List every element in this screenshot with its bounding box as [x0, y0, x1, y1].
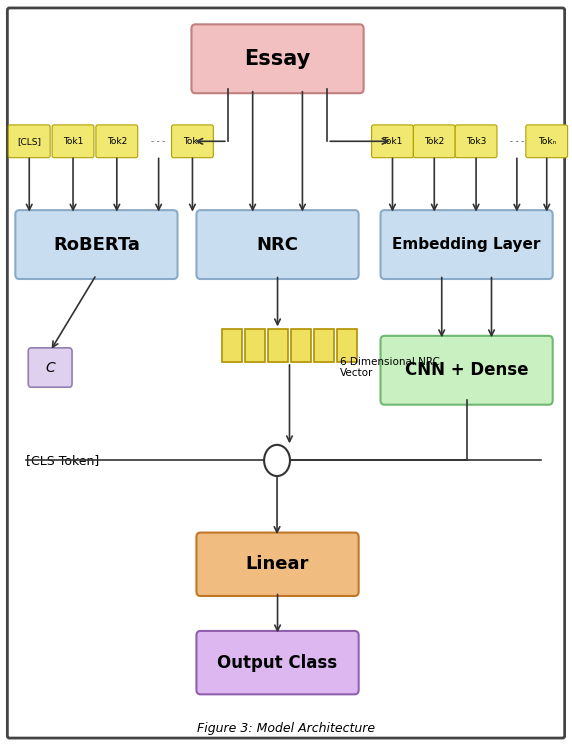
Text: 6 Dimensional NRC
Vector: 6 Dimensional NRC Vector: [340, 357, 440, 378]
Text: Tok1: Tok1: [63, 137, 84, 145]
Bar: [291, 329, 311, 362]
FancyBboxPatch shape: [7, 8, 565, 738]
Bar: [245, 329, 265, 362]
Text: Output Class: Output Class: [217, 653, 337, 671]
Bar: [314, 329, 334, 362]
FancyBboxPatch shape: [380, 336, 553, 404]
Text: Tok1: Tok1: [382, 137, 403, 145]
Text: Tok2: Tok2: [424, 137, 444, 145]
Text: Tokₙ: Tokₙ: [538, 137, 556, 145]
FancyBboxPatch shape: [9, 125, 50, 157]
Text: [CLS]: [CLS]: [17, 137, 41, 145]
FancyBboxPatch shape: [192, 25, 364, 93]
FancyBboxPatch shape: [196, 533, 359, 596]
Text: Tokₙ: Tokₙ: [184, 137, 201, 145]
FancyBboxPatch shape: [15, 210, 177, 279]
Text: Embedding Layer: Embedding Layer: [392, 237, 541, 252]
FancyBboxPatch shape: [196, 631, 359, 695]
Ellipse shape: [264, 445, 290, 476]
Text: RoBERTa: RoBERTa: [53, 236, 140, 254]
FancyBboxPatch shape: [28, 348, 72, 387]
FancyBboxPatch shape: [526, 125, 567, 157]
Text: C: C: [45, 360, 55, 374]
FancyBboxPatch shape: [380, 210, 553, 279]
Text: - - -: - - -: [152, 137, 166, 145]
Text: Essay: Essay: [244, 48, 311, 69]
Text: Tok2: Tok2: [107, 137, 127, 145]
Bar: [223, 329, 242, 362]
Text: Figure 3: Model Architecture: Figure 3: Model Architecture: [197, 722, 375, 735]
Text: Linear: Linear: [246, 555, 309, 573]
Text: [CLS Token]: [CLS Token]: [26, 454, 100, 467]
Text: Tok3: Tok3: [466, 137, 486, 145]
Bar: [337, 329, 357, 362]
Bar: [268, 329, 288, 362]
FancyBboxPatch shape: [414, 125, 455, 157]
FancyBboxPatch shape: [196, 210, 359, 279]
Text: - - -: - - -: [510, 137, 524, 145]
FancyBboxPatch shape: [52, 125, 94, 157]
Text: NRC: NRC: [256, 236, 299, 254]
Text: CNN + Dense: CNN + Dense: [405, 361, 529, 379]
FancyBboxPatch shape: [172, 125, 213, 157]
FancyBboxPatch shape: [96, 125, 138, 157]
FancyBboxPatch shape: [372, 125, 414, 157]
FancyBboxPatch shape: [455, 125, 497, 157]
